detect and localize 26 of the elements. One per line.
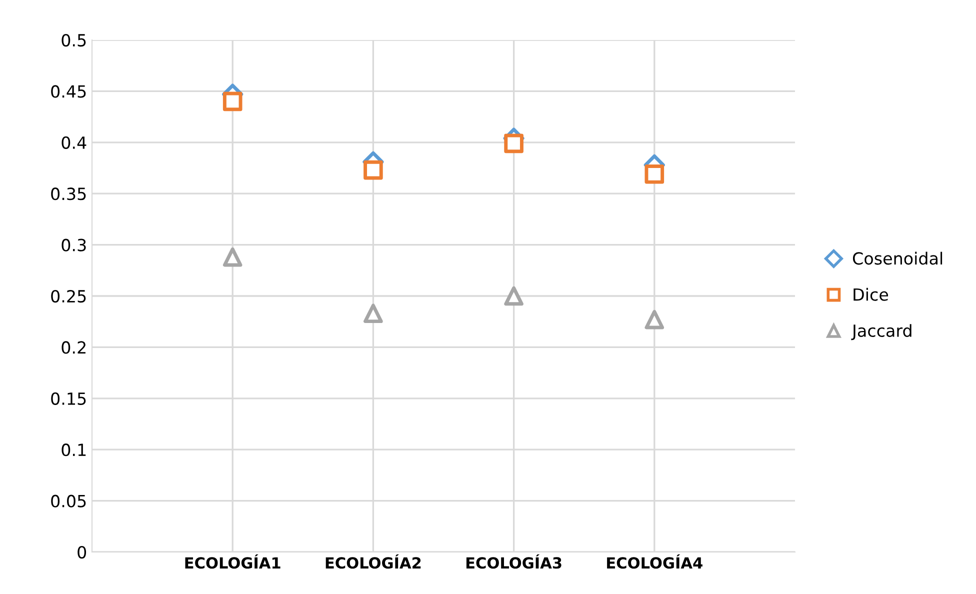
y-tick-label: 0.05 bbox=[51, 494, 86, 508]
point bbox=[222, 92, 242, 112]
y-tick-label: 0 bbox=[78, 546, 86, 559]
point bbox=[364, 160, 383, 180]
y-tick-label: 0.15 bbox=[51, 392, 86, 405]
y-tick-label: 0.5 bbox=[62, 34, 86, 47]
y-tick-label: 0.45 bbox=[51, 85, 86, 98]
point bbox=[504, 286, 524, 306]
y-tick-label: 0.1 bbox=[62, 444, 86, 456]
x-tick-label: ECOLOGÍA1 bbox=[185, 554, 280, 569]
legend-label: Jaccard bbox=[851, 324, 912, 340]
y-tick-label: 0.4 bbox=[62, 136, 86, 149]
x-tick-label: ECOLOGÍA3 bbox=[466, 554, 562, 569]
x-tick-label: ECOLOGÍA4 bbox=[607, 554, 702, 569]
y-tick-label: 0.35 bbox=[51, 188, 86, 200]
point bbox=[364, 304, 383, 324]
y-tick-label: 0.25 bbox=[51, 290, 86, 303]
point bbox=[644, 310, 664, 330]
y-tick-label: 0.3 bbox=[62, 238, 86, 252]
legend-label: Dice bbox=[854, 288, 888, 301]
point bbox=[504, 134, 524, 154]
y-tick-label: 0.2 bbox=[62, 341, 86, 354]
legend-label: Cosenoidal bbox=[852, 252, 942, 265]
point bbox=[644, 164, 664, 184]
point bbox=[222, 247, 242, 267]
x-tick-label: ECOLOGÍA2 bbox=[326, 554, 421, 569]
